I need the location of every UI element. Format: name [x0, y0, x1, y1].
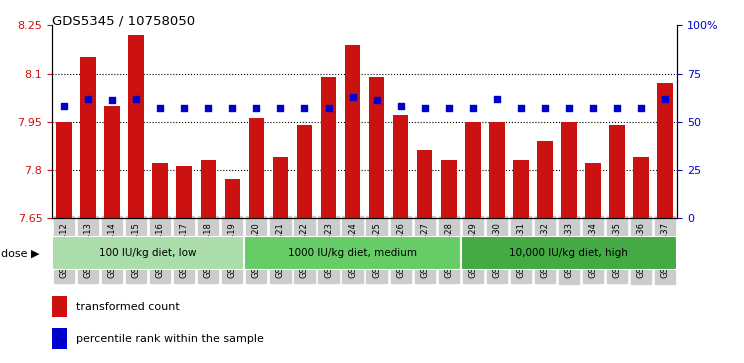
Text: 1000 IU/kg diet, medium: 1000 IU/kg diet, medium [288, 248, 417, 258]
Bar [297, 125, 312, 218]
Bar [633, 157, 649, 218]
Point [82, 95, 94, 101]
Text: GDS5345 / 10758050: GDS5345 / 10758050 [52, 15, 195, 28]
Bar [244, 236, 461, 270]
Point [275, 105, 286, 111]
Bar [441, 160, 457, 218]
Bar [52, 236, 244, 270]
Point [154, 105, 166, 111]
Bar [513, 160, 529, 218]
Point [106, 98, 118, 103]
Bar [176, 167, 192, 218]
Bar [52, 296, 67, 317]
Point [323, 105, 335, 111]
Bar [609, 125, 625, 218]
Point [226, 105, 238, 111]
Point [58, 103, 70, 109]
Bar [537, 141, 553, 218]
Bar [465, 122, 481, 218]
Point [563, 105, 575, 111]
Text: dose ▶: dose ▶ [1, 248, 39, 258]
Bar [80, 57, 96, 218]
Text: percentile rank within the sample: percentile rank within the sample [77, 334, 264, 344]
Bar [104, 106, 120, 218]
Point [466, 105, 478, 111]
Point [587, 105, 599, 111]
Bar [657, 83, 673, 218]
Bar [272, 157, 288, 218]
Point [371, 98, 382, 103]
Bar [201, 160, 217, 218]
Point [539, 105, 551, 111]
Bar [52, 328, 67, 349]
Text: transformed count: transformed count [77, 302, 180, 312]
Point [491, 95, 503, 101]
Point [443, 105, 455, 111]
Bar [225, 179, 240, 218]
Text: 10,000 IU/kg diet, high: 10,000 IU/kg diet, high [510, 248, 629, 258]
Point [179, 105, 190, 111]
Bar [57, 122, 72, 218]
Bar [248, 118, 264, 218]
Bar [153, 163, 168, 218]
Point [251, 105, 263, 111]
Text: 100 IU/kg diet, low: 100 IU/kg diet, low [100, 248, 197, 258]
Point [130, 95, 142, 101]
Bar [369, 77, 385, 218]
Bar [321, 77, 336, 218]
Bar [393, 115, 408, 218]
Point [347, 94, 359, 99]
Point [298, 105, 310, 111]
Point [394, 103, 406, 109]
Bar [489, 122, 504, 218]
Bar [344, 45, 360, 218]
Point [659, 95, 671, 101]
Bar [417, 151, 432, 218]
Bar [129, 35, 144, 218]
Point [202, 105, 214, 111]
Point [611, 105, 623, 111]
Point [635, 105, 647, 111]
Bar [561, 122, 577, 218]
Point [419, 105, 431, 111]
Bar [585, 163, 600, 218]
Point [515, 105, 527, 111]
Bar [461, 236, 677, 270]
